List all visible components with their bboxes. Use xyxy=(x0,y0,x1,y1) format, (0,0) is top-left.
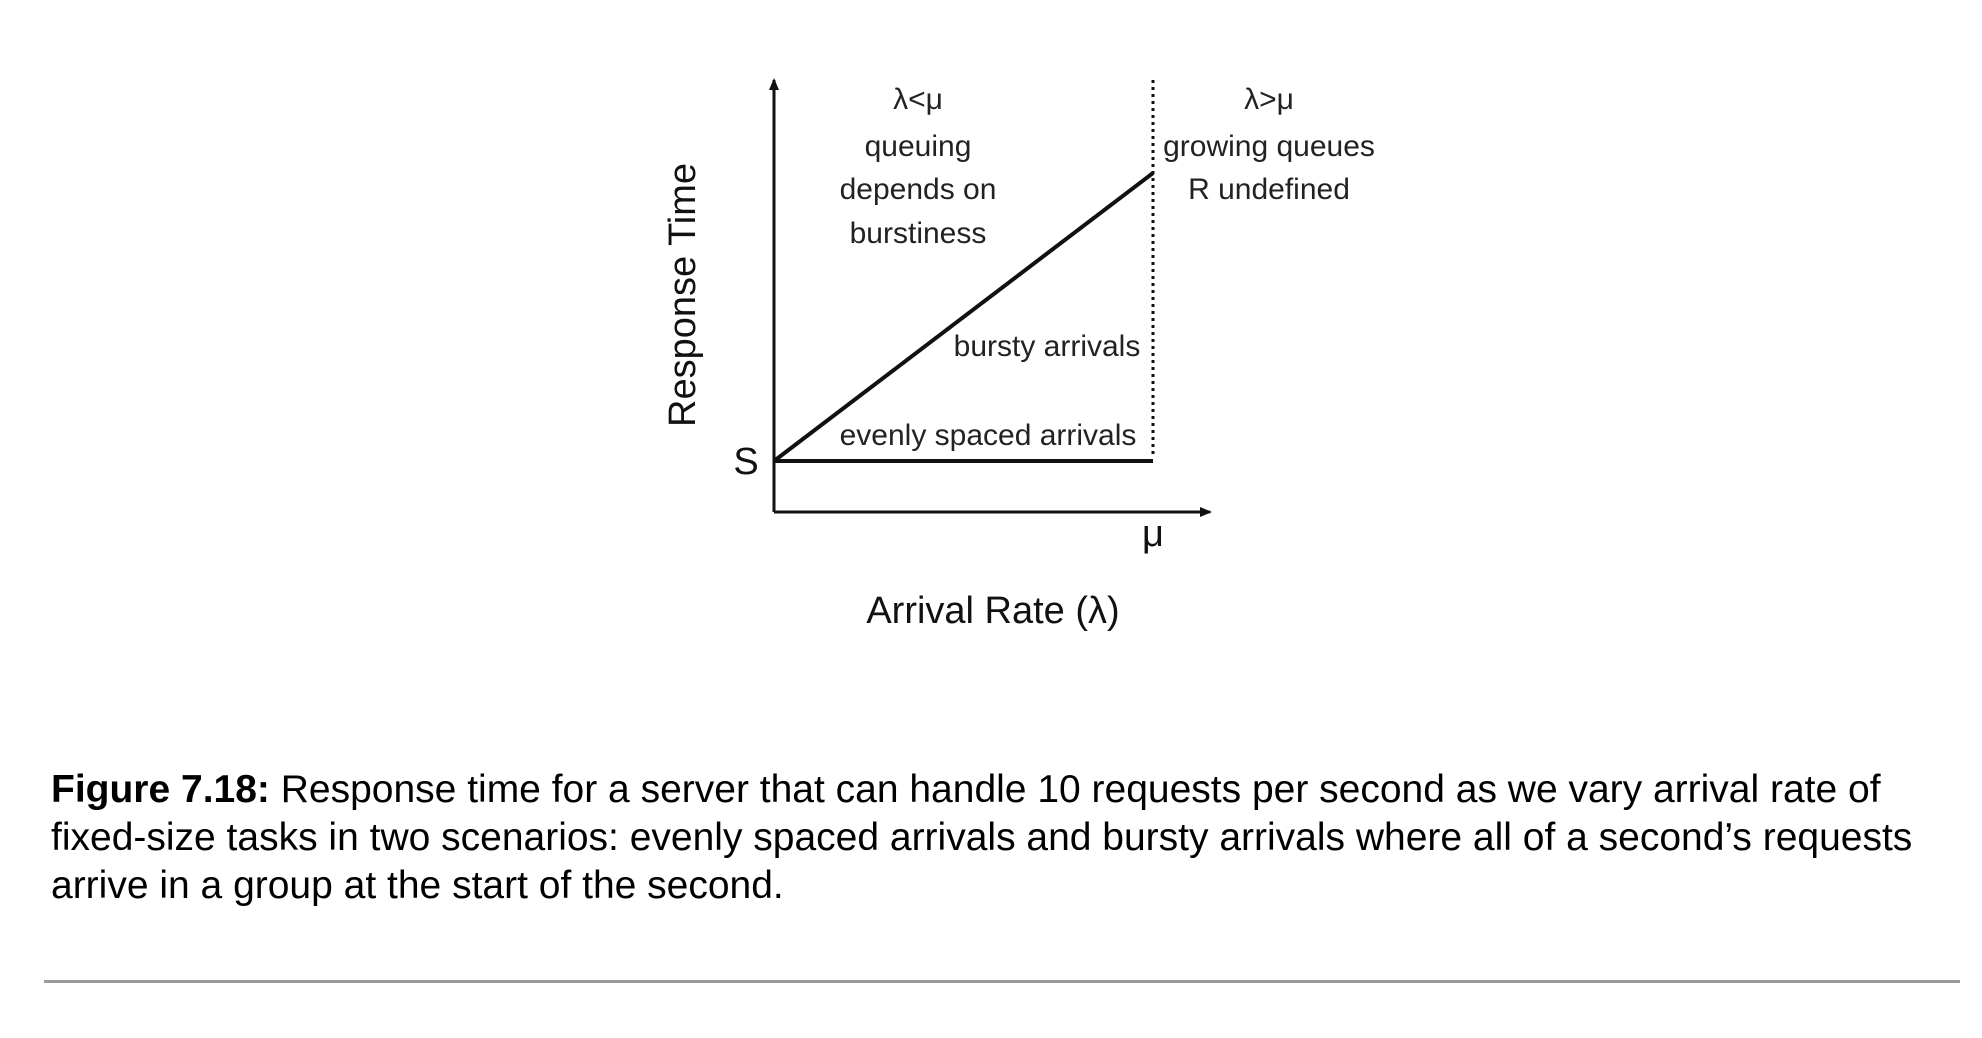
left-region-line-1: λ<μ xyxy=(893,83,943,116)
y-axis-label: Response Time xyxy=(662,163,704,427)
horizontal-divider xyxy=(44,980,1960,983)
figure-caption: Figure 7.18: Response time for a server … xyxy=(51,766,1951,910)
mu-label: μ xyxy=(1142,513,1164,555)
left-region-line-4: burstiness xyxy=(850,217,987,250)
bursty-arrivals-line xyxy=(772,171,1155,463)
x-axis-label: Arrival Rate (λ) xyxy=(866,590,1119,632)
caption-label: Figure 7.18: xyxy=(51,768,270,811)
evenly-spaced-arrivals-label: evenly spaced arrivals xyxy=(840,419,1137,452)
queueing-diagram: Response Time Arrival Rate (λ) S μ λ<μ q… xyxy=(662,78,1375,632)
left-region-line-2: queuing xyxy=(865,130,972,163)
right-region-line-1: λ>μ xyxy=(1244,83,1294,116)
right-region-line-2: growing queues xyxy=(1163,130,1375,163)
caption-text: Response time for a server that can hand… xyxy=(51,768,1913,907)
bursty-arrivals-label: bursty arrivals xyxy=(954,330,1141,363)
right-region-line-3: R undefined xyxy=(1188,173,1350,206)
s-label: S xyxy=(733,441,758,483)
left-region-line-3: depends on xyxy=(840,173,997,206)
